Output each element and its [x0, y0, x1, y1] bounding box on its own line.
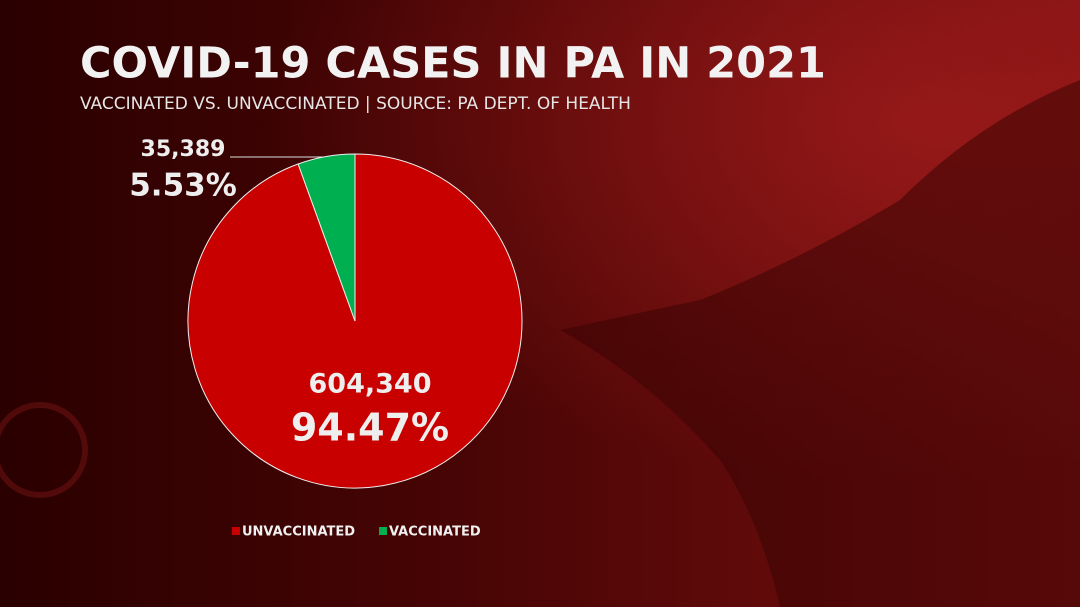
legend-label: VACCINATED: [389, 525, 481, 540]
legend-swatch: [232, 527, 240, 535]
background-virus: [0, 402, 88, 498]
percent-label: 94.47%: [291, 406, 449, 450]
legend-swatch: [379, 527, 387, 535]
value-label: 604,340: [309, 369, 432, 400]
value-label: 35,389: [141, 137, 226, 162]
percent-label: 5.53%: [129, 168, 237, 204]
chart-subtitle: VACCINATED VS. UNVACCINATED | SOURCE: PA…: [80, 94, 631, 114]
chart-title: COVID-19 CASES IN PA IN 2021: [80, 39, 826, 89]
legend-label: UNVACCINATED: [242, 525, 355, 540]
background-coast: [560, 80, 1080, 607]
pie-slice: [297, 153, 356, 322]
